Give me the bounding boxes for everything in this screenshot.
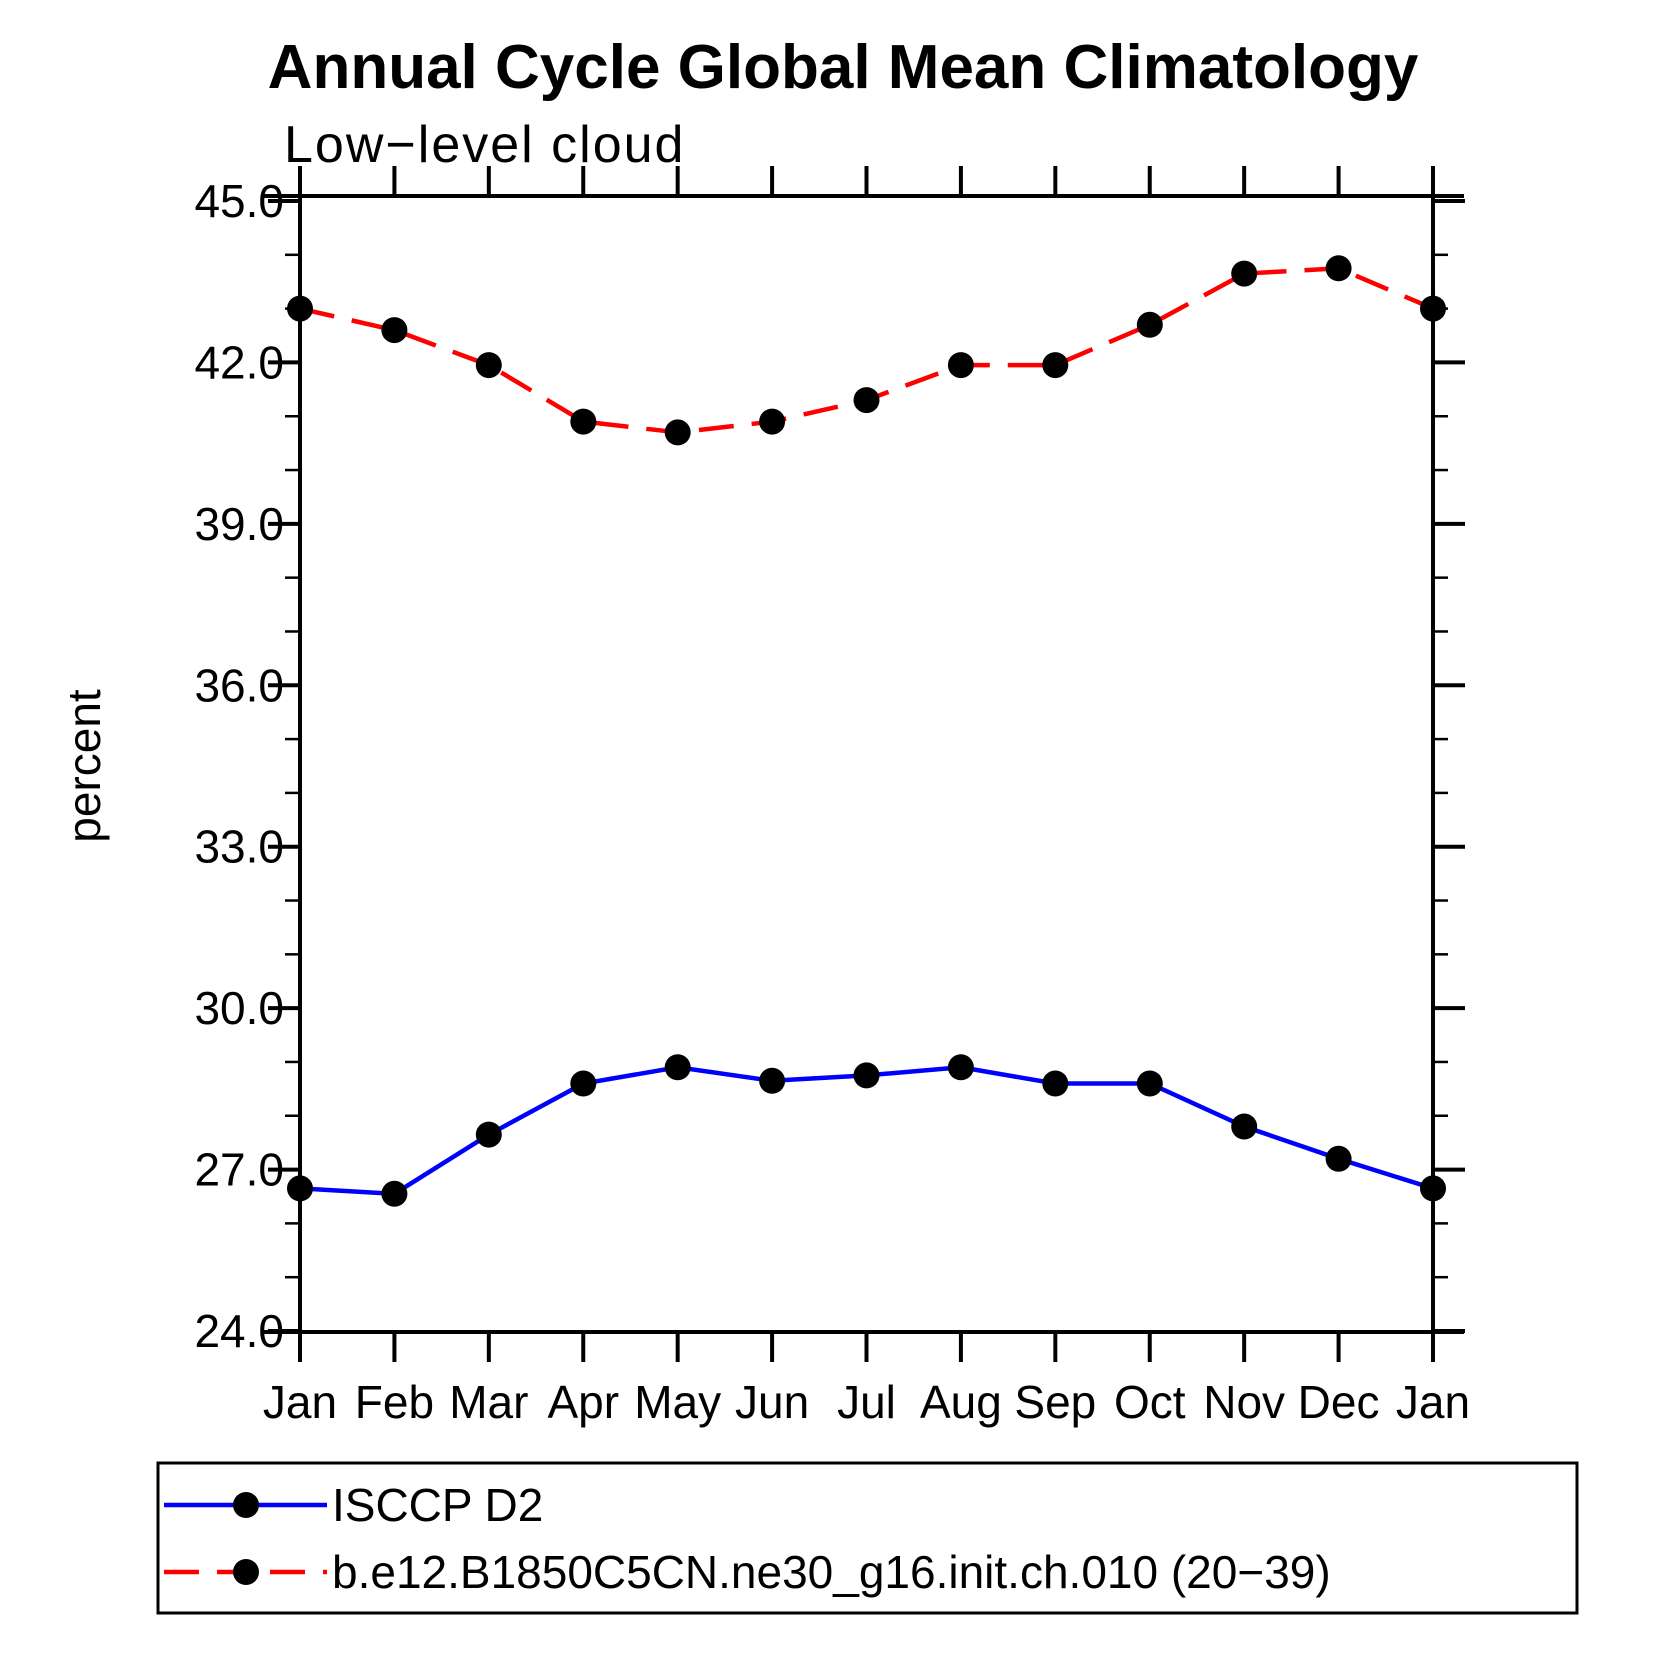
x-tick-label: Aug [920,1376,1002,1428]
legend-label-model: b.e12.B1850C5CN.ne30_g16.init.ch.010 (20… [332,1546,1331,1598]
x-tick-label: Jan [263,1376,337,1428]
x-tick-label: Nov [1203,1376,1285,1428]
legend-label-isccp: ISCCP D2 [332,1479,543,1531]
x-tick-label: Jul [837,1376,896,1428]
axes-layer [263,166,1465,1362]
data-point-marker [1136,1070,1163,1097]
y-axis-title: percent [58,689,110,843]
y-tick-label: 39.0 [194,498,284,550]
x-tick-labels: Jan Feb Mar Apr May Jun Jul Aug Sep Oct Nov Dec Jan [263,1376,1470,1428]
data-point-marker [759,1067,786,1094]
data-point-marker [853,387,880,414]
data-point-marker [570,1070,597,1097]
data-point-marker [947,352,974,379]
data-point-marker [1420,1175,1446,1202]
y-tick-label: 30.0 [194,982,284,1034]
data-point-marker [1136,311,1163,338]
y-tick-label: 33.0 [194,821,284,873]
data-point-marker [759,408,786,435]
data-point-marker [1042,1070,1069,1097]
x-tick-label: May [634,1376,721,1428]
legend-border [156,1461,1579,1615]
y-tick-label: 42.0 [194,336,284,388]
x-tick-label: Jun [735,1376,809,1428]
x-tick-label: Sep [1014,1376,1096,1428]
data-point-marker [947,1054,974,1081]
data-point-marker [1231,1113,1258,1140]
y-tick-label: 36.0 [194,659,284,711]
data-point-marker [475,352,502,379]
legend-entry-model: b.e12.B1850C5CN.ne30_g16.init.ch.010 (20… [164,1546,1331,1598]
x-tick-label: Apr [547,1376,619,1428]
data-point-marker [853,1062,880,1089]
data-point-marker [381,1180,408,1207]
data-point-marker [287,295,313,322]
y-tick-labels: 45.0 42.0 39.0 36.0 33.0 30.0 27.0 24.0 [194,175,284,1357]
data-point-marker [475,1121,502,1148]
y-tick-label: 45.0 [194,175,284,227]
data-point-marker [1420,295,1446,322]
legend-entry-isccp: ISCCP D2 [164,1479,543,1531]
legend-marker-dot-icon [233,1559,259,1585]
y-tick-label: 27.0 [194,1144,284,1196]
data-point-marker [1325,1145,1352,1172]
data-point-marker [664,1054,691,1081]
x-tick-label: Dec [1298,1376,1380,1428]
chart-title: Annual Cycle Global Mean Climatology [268,33,1419,102]
chart-subtitle: Low−level cloud [284,116,685,174]
y-tick-label: 24.0 [194,1305,284,1357]
data-point-marker [381,317,408,344]
x-tick-label: Mar [449,1376,528,1428]
data-point-marker [570,408,597,435]
series-layer [287,255,1446,1207]
x-tick-label: Oct [1114,1376,1186,1428]
data-point-marker [1042,352,1069,379]
data-point-marker [287,1175,313,1202]
legend-box: ISCCP D2 b.e12.B1850C5CN.ne30_g16.init.c… [156,1461,1579,1615]
data-point-marker [1325,255,1352,282]
x-tick-label: Feb [355,1376,434,1428]
data-point-marker [1231,260,1258,287]
legend-marker-dot-icon [233,1492,259,1518]
data-point-marker [664,419,691,446]
x-tick-label: Jan [1396,1376,1470,1428]
